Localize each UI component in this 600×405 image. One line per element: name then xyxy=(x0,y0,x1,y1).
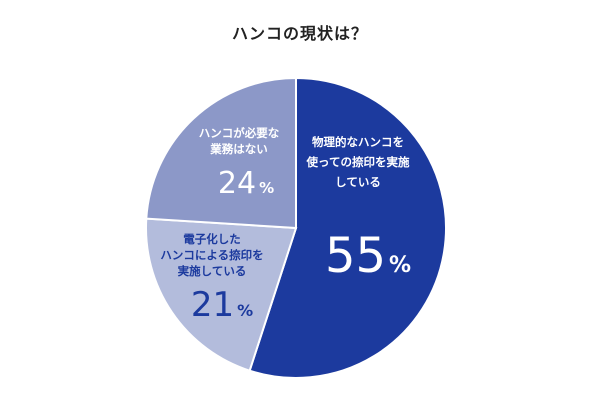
slice-value-2: 24% xyxy=(218,166,274,201)
pie-slice-0 xyxy=(248,76,447,379)
slice-label-0-line-0: 物理的なハンコを xyxy=(312,135,404,149)
pie-slice-2 xyxy=(145,76,297,230)
slice-label-0-line-1: 使っての捺印を実施 xyxy=(306,155,410,169)
slice-label-1-line-1: ハンコによる捺印を xyxy=(160,248,263,262)
slice-value-0: 55% xyxy=(325,228,411,284)
slice-label-1-line-0: 電子化した xyxy=(183,232,241,246)
chart-title: ハンコの現状は？ xyxy=(231,24,368,43)
slice-label-2-line-1: 業務はない xyxy=(209,142,268,156)
slice-value-1: 21% xyxy=(191,285,253,325)
slice-label-2-line-0: ハンコが必要な xyxy=(199,126,280,140)
pie-slices xyxy=(145,76,447,379)
slice-label-1-line-2: 実施している xyxy=(178,264,247,278)
pie-slice-1 xyxy=(145,217,298,372)
slice-label-0-line-2: している xyxy=(335,175,381,189)
